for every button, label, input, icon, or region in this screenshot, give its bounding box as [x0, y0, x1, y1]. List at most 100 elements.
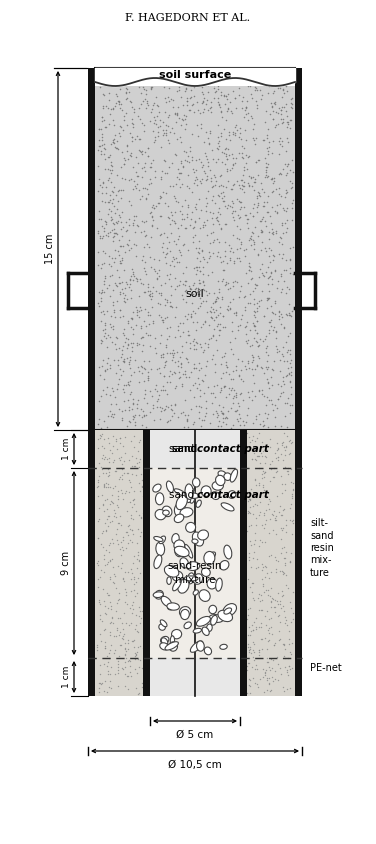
- Point: [266, 678, 272, 691]
- Point: [131, 493, 137, 506]
- Point: [107, 674, 113, 688]
- Point: [125, 377, 131, 391]
- Point: [147, 309, 153, 322]
- Point: [225, 198, 231, 212]
- Ellipse shape: [202, 568, 210, 576]
- Point: [180, 113, 186, 127]
- Point: [250, 593, 256, 607]
- Point: [96, 299, 102, 312]
- Point: [101, 684, 107, 697]
- Point: [156, 286, 162, 300]
- Point: [97, 231, 103, 245]
- Point: [211, 322, 217, 336]
- Point: [248, 518, 254, 532]
- Point: [262, 667, 268, 680]
- Point: [136, 436, 142, 449]
- Point: [280, 246, 286, 260]
- Point: [192, 376, 198, 390]
- Point: [125, 337, 131, 350]
- Point: [273, 436, 279, 450]
- Point: [163, 256, 169, 269]
- Point: [259, 213, 265, 226]
- Point: [259, 414, 265, 428]
- Point: [102, 624, 108, 637]
- Point: [105, 431, 111, 445]
- Bar: [95, 68, 295, 86]
- Point: [179, 289, 185, 302]
- Point: [218, 383, 224, 397]
- Point: [290, 586, 296, 599]
- Point: [217, 100, 223, 113]
- Point: [129, 116, 135, 130]
- Point: [213, 294, 219, 307]
- Point: [185, 201, 191, 214]
- Point: [115, 490, 121, 503]
- Point: [147, 289, 153, 303]
- Point: [105, 327, 111, 341]
- Point: [108, 158, 114, 171]
- Point: [149, 201, 155, 214]
- Point: [182, 274, 188, 288]
- Point: [261, 199, 267, 213]
- Point: [211, 92, 217, 106]
- Point: [165, 119, 171, 133]
- Point: [127, 434, 133, 447]
- Point: [106, 510, 112, 523]
- Point: [263, 398, 269, 412]
- Point: [108, 320, 114, 333]
- Point: [197, 383, 203, 397]
- Point: [129, 262, 135, 276]
- Point: [280, 680, 286, 694]
- Point: [251, 653, 257, 667]
- Point: [274, 401, 280, 414]
- Point: [223, 346, 229, 360]
- Point: [141, 278, 147, 291]
- Point: [208, 226, 214, 240]
- Point: [133, 618, 139, 631]
- Point: [221, 98, 227, 111]
- Point: [111, 137, 117, 150]
- Point: [286, 625, 292, 638]
- Point: [204, 170, 210, 183]
- Point: [106, 149, 112, 163]
- Point: [125, 466, 131, 479]
- Point: [244, 686, 250, 700]
- Point: [289, 201, 295, 214]
- Point: [274, 281, 280, 295]
- Point: [144, 187, 150, 200]
- Point: [103, 524, 109, 538]
- Point: [161, 226, 167, 240]
- Point: [261, 390, 267, 403]
- Point: [143, 420, 149, 434]
- Point: [238, 387, 244, 400]
- Point: [243, 156, 249, 170]
- Point: [120, 622, 126, 636]
- Point: [282, 517, 288, 531]
- Point: [281, 320, 287, 333]
- Point: [135, 641, 141, 654]
- Point: [260, 268, 266, 282]
- Point: [174, 279, 180, 293]
- Point: [217, 323, 223, 337]
- Point: [211, 78, 217, 91]
- Point: [260, 577, 266, 591]
- Point: [290, 513, 296, 527]
- Point: [133, 300, 139, 314]
- Point: [133, 337, 139, 350]
- Point: [124, 669, 130, 683]
- Point: [169, 156, 175, 170]
- Point: [263, 329, 269, 343]
- Point: [160, 379, 166, 392]
- Point: [279, 134, 285, 148]
- Point: [205, 78, 211, 91]
- Point: [276, 187, 282, 201]
- Point: [116, 517, 122, 530]
- Point: [280, 540, 287, 554]
- Point: [228, 421, 234, 435]
- Point: [242, 208, 248, 222]
- Point: [101, 594, 107, 608]
- Point: [144, 371, 150, 385]
- Point: [211, 234, 217, 247]
- Point: [229, 182, 235, 196]
- Point: [264, 672, 270, 685]
